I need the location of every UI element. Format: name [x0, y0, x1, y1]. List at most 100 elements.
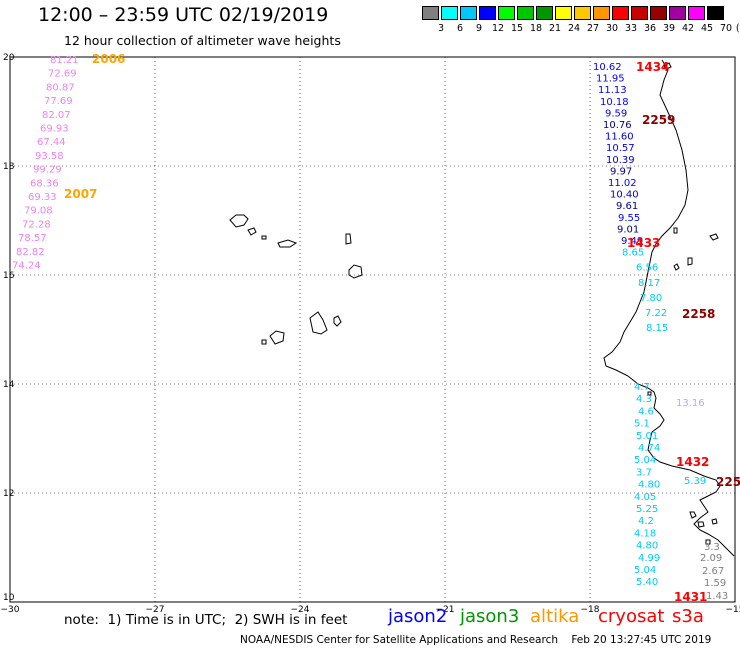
wave-height-value: 9.97	[610, 166, 632, 177]
color-scale-label: 30	[605, 23, 619, 34]
color-scale-swatch	[593, 6, 610, 20]
wave-height-value: 7.80	[640, 293, 662, 304]
map-frame	[9, 56, 736, 603]
wave-height-value: 4.05	[634, 492, 656, 503]
x-axis-ticks: −30 −27 −24 −21 −18 −15	[1, 605, 740, 615]
wave-height-value: 99.29	[33, 165, 62, 176]
wave-height-value: 10.76	[603, 120, 632, 131]
wave-height-value: 11.60	[605, 132, 634, 143]
color-scale-swatch	[707, 6, 724, 20]
wave-height-value: 5.04	[634, 565, 656, 576]
wave-height-value: 11.13	[598, 85, 627, 96]
track-east-south-values: 4.74.34.65.15.014.745.043.74.804.055.254…	[634, 382, 740, 604]
wave-height-value: 4.99	[638, 553, 660, 564]
color-scale-label: 24	[567, 23, 581, 34]
wave-height-value: 4.7	[634, 382, 650, 393]
wave-height-value: 3.3	[704, 542, 720, 553]
x-tick-label: −18	[581, 605, 600, 615]
color-scale-swatch	[612, 6, 629, 20]
color-scale-label: 33	[624, 23, 638, 34]
time-label: 1434	[636, 60, 669, 74]
island-small-4	[673, 263, 680, 271]
time-label: 225	[716, 475, 740, 489]
island-brava	[261, 339, 267, 345]
coastal-islands	[647, 62, 719, 545]
wave-height-value: 69.33	[28, 192, 57, 203]
time-label: 2259	[642, 113, 675, 127]
color-scale-swatch	[517, 6, 534, 20]
wave-height-value: 4.6	[638, 406, 654, 417]
color-scale-label: 45	[700, 23, 714, 34]
color-scale-swatch	[574, 6, 591, 20]
y-tick-label: 12	[3, 489, 14, 499]
wave-height-value: 10.40	[610, 190, 639, 201]
y-tick-label: 20	[3, 53, 15, 63]
page-subtitle: 12 hour collection of altimeter wave hei…	[64, 33, 341, 48]
color-scale-swatch	[460, 6, 477, 20]
wave-height-value: 68.36	[30, 178, 59, 189]
island-boa-vista	[348, 264, 363, 279]
cape-verde-islands	[229, 214, 363, 345]
color-scale-label: 70	[719, 23, 733, 34]
wave-height-value: 8.17	[638, 278, 660, 289]
wave-height-value: 4.80	[638, 480, 660, 491]
color-scale-swatch	[479, 6, 496, 20]
wave-height-value: 5.39	[684, 476, 706, 487]
page-title: 12:00 – 23:59 UTC 02/19/2019	[38, 4, 329, 26]
color-scale-label: 12	[491, 23, 505, 34]
wave-height-value: 8.65	[622, 248, 644, 259]
wave-height-value: 80.87	[46, 82, 75, 93]
wave-height-value: 10.18	[600, 97, 629, 108]
track-west-values: 81.21 72.69 80.87 77.69 82.07 69.93 67.44 93.58…	[12, 52, 125, 272]
color-scale-label: 9	[475, 23, 483, 34]
color-scale-label: 39	[662, 23, 676, 34]
wave-height-value: 93.58	[35, 151, 64, 162]
color-scale-swatch	[669, 6, 686, 20]
x-tick-label: −27	[146, 605, 165, 615]
color-scale-swatch	[498, 6, 515, 20]
wave-height-value: 10.57	[606, 143, 635, 154]
color-scale-swatch	[688, 6, 705, 20]
y-tick-label: 10	[3, 593, 15, 603]
color-scale-label: 6	[456, 23, 464, 34]
wave-height-value: 11.02	[608, 178, 637, 189]
color-scale-label: 15	[510, 23, 524, 34]
wave-height-value: 5.25	[636, 504, 658, 515]
island-small-5	[709, 233, 719, 241]
mission-legend-entry: jason2	[388, 606, 448, 627]
x-tick-label: −15	[726, 605, 740, 615]
wave-height-value: 69.93	[40, 124, 69, 135]
wave-height-value: 2.67	[702, 566, 724, 577]
y-tick-label: 16	[3, 271, 15, 281]
island-sal	[345, 233, 352, 245]
wave-height-value: 4.18	[634, 528, 656, 539]
time-label: 2006	[92, 52, 125, 66]
island-gorée	[647, 391, 652, 396]
island-santo-antao	[229, 214, 249, 228]
color-scale-swatch	[650, 6, 667, 20]
wave-height-value: 4.3	[636, 394, 652, 405]
wave-height-value: 2.09	[700, 553, 722, 564]
wave-height-value: 72.69	[48, 69, 77, 80]
africa-coastline	[603, 59, 735, 557]
credit-footer: NOAA/NESDIS Center for Satellite Applica…	[240, 634, 712, 646]
color-scale-label: 27	[586, 23, 600, 34]
island-small-3	[687, 257, 693, 266]
island-small-1	[663, 62, 672, 70]
wave-height-value: 4.74	[638, 443, 660, 454]
color-scale-label: 18	[529, 23, 543, 34]
wave-height-value: 9.49	[621, 236, 643, 247]
y-axis-ticks: 20 18 16 14 12 10	[3, 53, 15, 603]
time-label: 1433	[627, 236, 660, 250]
wave-height-value: 1.59	[704, 578, 726, 589]
wave-height-value: 78.57	[18, 233, 47, 244]
footnote: note: 1) Time is in UTC; 2) SWH is in fe…	[64, 612, 348, 628]
mission-legend-entry: altika	[530, 606, 580, 627]
y-tick-label: 18	[3, 162, 15, 172]
wave-height-value: 8.15	[646, 323, 668, 334]
wave-height-value: 4.2	[638, 516, 654, 527]
island-santiago	[309, 311, 328, 335]
x-tick-label: −30	[1, 605, 20, 615]
wave-height-value: 9.61	[616, 201, 638, 212]
y-tick-label: 14	[3, 380, 15, 390]
